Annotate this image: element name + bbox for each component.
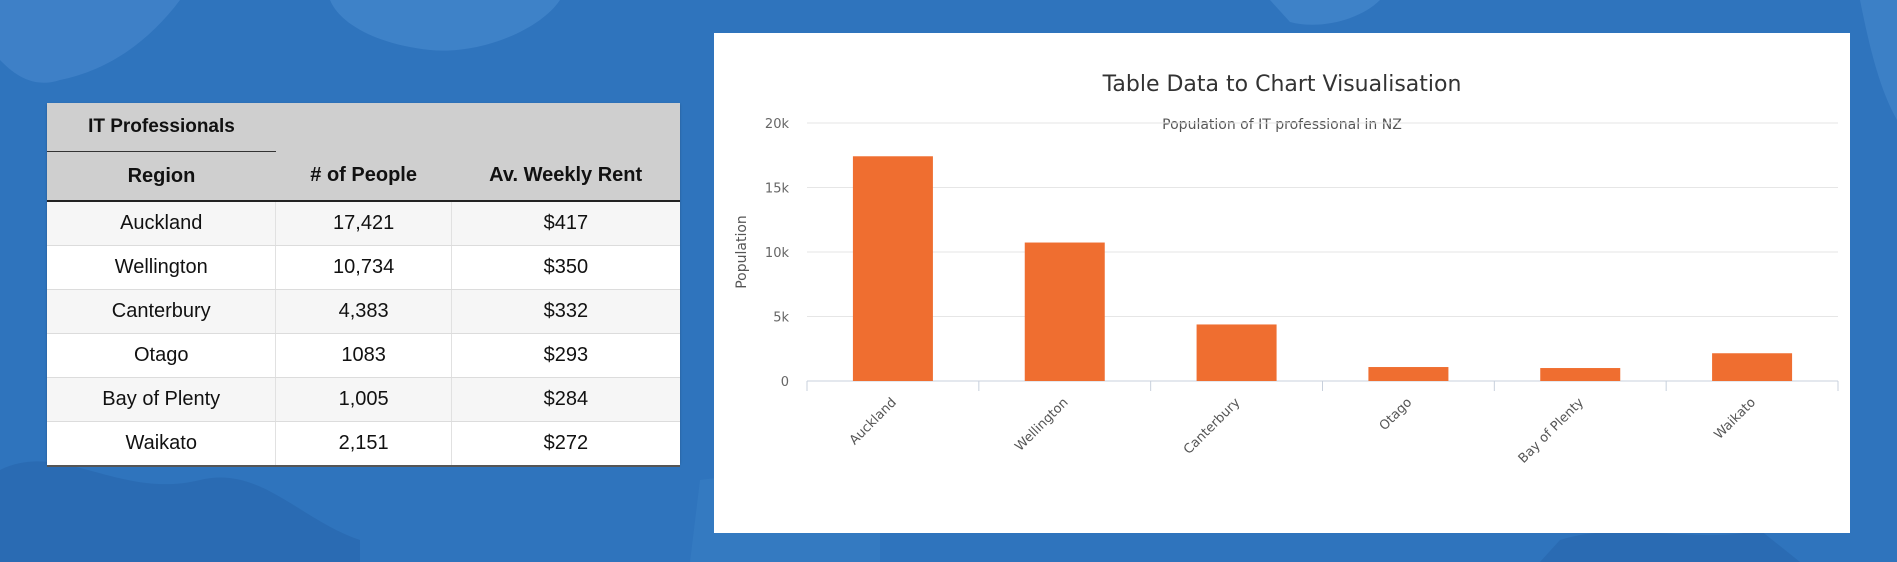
data-table-container: IT Professionals Region # of People Av. … (47, 103, 680, 467)
cell-rent: $293 (451, 333, 680, 378)
x-tick-label: Otago (1377, 395, 1416, 434)
cell-people: 1,005 (275, 377, 452, 422)
cell-rent: $284 (451, 377, 680, 422)
bar-bay-of-plenty (1540, 368, 1621, 381)
table-group-header-row: IT Professionals (47, 103, 680, 152)
cell-region: Waikato (47, 421, 277, 467)
chart-panel: Table Data to Chart Visualisation Popula… (714, 33, 1850, 533)
y-tick-label: 20k (765, 117, 790, 132)
x-tick-label: Waikato (1712, 395, 1759, 442)
table-row: Canterbury 4,383 $332 (47, 289, 680, 334)
cell-region: Wellington (47, 245, 277, 290)
y-tick-label: 0 (781, 375, 789, 390)
cell-rent: $417 (451, 201, 680, 246)
table-row: Otago 1083 $293 (47, 333, 680, 378)
it-professionals-table: IT Professionals Region # of People Av. … (47, 103, 680, 467)
table-group-spacer (275, 103, 452, 152)
bar-canterbury (1196, 324, 1277, 381)
table-row: Bay of Plenty 1,005 $284 (47, 377, 680, 422)
y-tick-label: 10k (765, 246, 790, 261)
table-group-title: IT Professionals (47, 103, 276, 152)
chart-title: Table Data to Chart Visualisation (1102, 72, 1462, 97)
table-header-row: Region # of People Av. Weekly Rent (47, 151, 680, 202)
x-tick-label: Bay of Plenty (1516, 395, 1588, 467)
chart-subtitle: Population of IT professional in NZ (1162, 117, 1402, 133)
bar-wellington (1024, 242, 1105, 381)
cell-region: Canterbury (47, 289, 277, 334)
cell-region: Bay of Plenty (47, 377, 277, 422)
bar-auckland (852, 156, 933, 381)
table-row: Waikato 2,151 $272 (47, 421, 680, 467)
bar-otago (1368, 367, 1449, 381)
table-row: Auckland 17,421 $417 (47, 201, 680, 246)
cell-people: 1083 (275, 333, 452, 378)
cell-people: 4,383 (275, 289, 452, 334)
cell-region: Otago (47, 333, 277, 378)
column-header-region: Region (47, 151, 276, 202)
y-axis-title: Population (734, 215, 750, 289)
column-header-people: # of People (275, 151, 452, 202)
cell-people: 17,421 (275, 201, 452, 246)
x-tick-label: Auckland (847, 395, 900, 448)
cell-people: 2,151 (275, 421, 452, 467)
y-tick-label: 5k (773, 311, 789, 326)
column-header-rent: Av. Weekly Rent (451, 151, 680, 202)
x-tick-label: Canterbury (1181, 395, 1244, 458)
cell-people: 10,734 (275, 245, 452, 290)
cell-region: Auckland (47, 201, 277, 246)
table-row: Wellington 10,734 $350 (47, 245, 680, 290)
bar-waikato (1712, 353, 1793, 381)
x-tick-label: Wellington (1012, 395, 1071, 454)
cell-rent: $272 (451, 421, 680, 467)
bar-chart: 0 5k 10k 15k 20k Population Auckland Wellington… (734, 117, 1839, 467)
table-group-spacer (451, 103, 680, 152)
cell-rent: $350 (451, 245, 680, 290)
cell-rent: $332 (451, 289, 680, 334)
y-tick-label: 15k (765, 182, 790, 197)
